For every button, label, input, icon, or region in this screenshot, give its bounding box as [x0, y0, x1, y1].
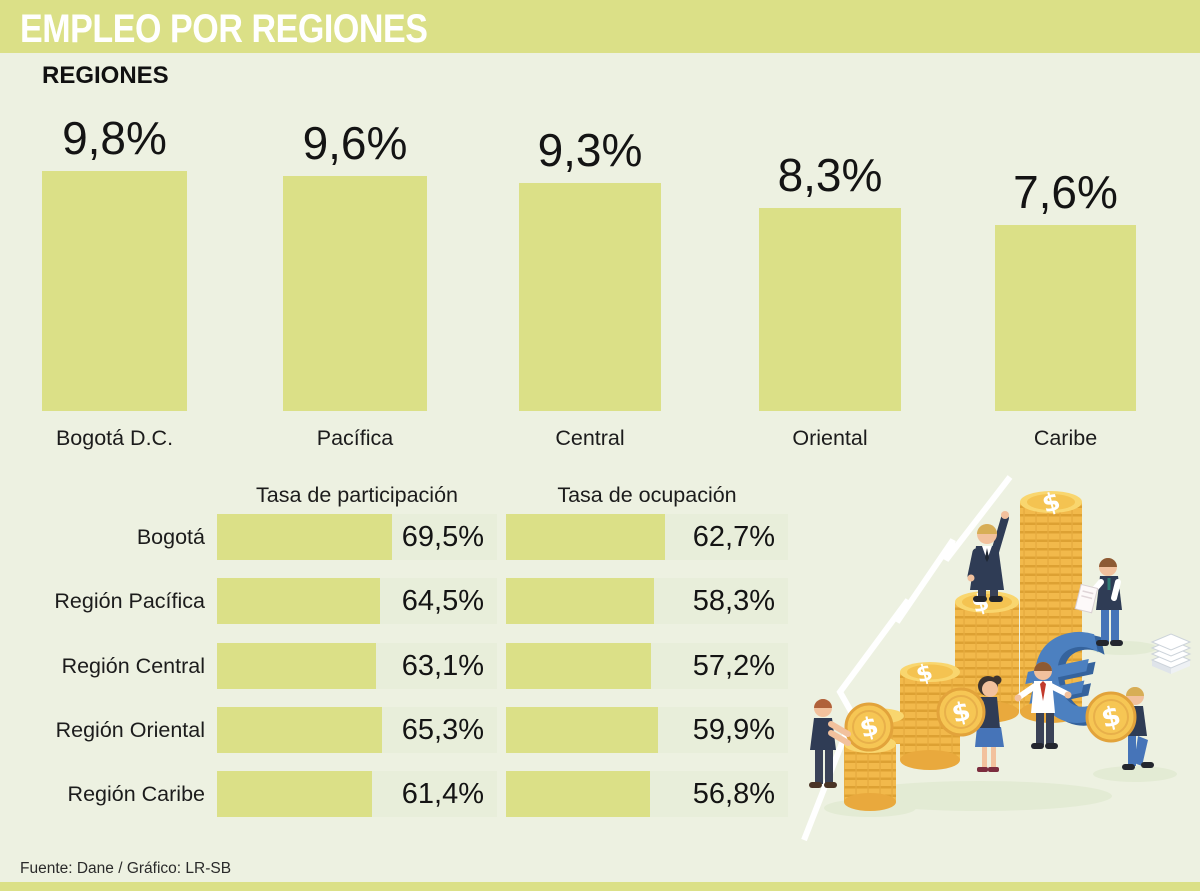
rate-bar: 56,8%: [506, 771, 788, 817]
bar: [759, 208, 901, 411]
page-title: EMPLEO POR REGIONES: [20, 7, 428, 51]
bar-value-label: 9,3%: [537, 124, 643, 176]
svg-text:$: $: [913, 659, 936, 688]
rate-bar-fill: [506, 771, 651, 817]
bar: [283, 176, 427, 411]
bar: [995, 225, 1136, 411]
rate-bar-fill: [217, 578, 380, 624]
rate-bar: 57,2%: [506, 643, 788, 689]
rate-value: 57,2%: [692, 650, 775, 682]
bar-category-label: Pacífica: [316, 426, 394, 450]
rate-bar-fill: [217, 514, 393, 560]
bar-value-label: 9,6%: [302, 117, 408, 169]
bar-category-label: Caribe: [1033, 426, 1098, 450]
header-bar: EMPLEO POR REGIONES: [0, 0, 1200, 53]
bar-category-label: Central: [555, 426, 625, 450]
bar-category-label: Bogotá D.C.: [55, 426, 174, 450]
rate-bar-fill: [217, 643, 376, 689]
woman-holding-coin-icon: $: [936, 675, 1004, 772]
bar: [519, 183, 661, 411]
coin-stack-tall-icon: $: [1020, 486, 1082, 723]
rate-bar: 59,9%: [506, 707, 788, 753]
footer-source: Fuente: Dane / Gráfico: LR-SB: [20, 860, 232, 877]
table-row-label: Región Caribe: [67, 782, 205, 806]
rate-bar: 58,3%: [506, 578, 788, 624]
rate-value: 61,4%: [401, 778, 484, 810]
rate-value: 58,3%: [692, 585, 775, 617]
footer-bar: [0, 882, 1200, 891]
businessman-raised-arm-icon: [967, 511, 1009, 602]
rate-bar-fill: [217, 707, 382, 753]
section-label: REGIONES: [42, 62, 169, 89]
rate-bar-fill: [506, 514, 666, 560]
rate-bar: 63,1%: [217, 643, 497, 689]
coin-stack-mini-icon: $: [844, 702, 904, 811]
rate-value: 69,5%: [401, 521, 484, 553]
table-row-label: Bogotá: [136, 525, 205, 549]
rate-bar-fill: [506, 707, 659, 753]
column-header-ocupacion: Tasa de ocupación: [557, 483, 737, 507]
man-placing-coin-icon: [809, 699, 851, 788]
column-header-participacion: Tasa de participación: [256, 483, 458, 507]
bar: [42, 171, 187, 411]
bar-value-label: 7,6%: [1013, 166, 1118, 218]
rate-value: 56,8%: [692, 778, 775, 810]
paper-stack-icon: [1150, 633, 1192, 674]
rate-bar: 62,7%: [506, 514, 788, 560]
rate-bar: 69,5%: [217, 514, 497, 560]
rate-bar-fill: [217, 771, 372, 817]
bar-value-label: 8,3%: [777, 149, 883, 201]
rate-bar-fill: [506, 643, 652, 689]
rate-bar: 65,3%: [217, 707, 497, 753]
rate-bar-fill: [506, 578, 654, 624]
rate-value: 65,3%: [401, 714, 484, 746]
rate-value: 62,7%: [692, 521, 775, 553]
rate-value: 63,1%: [401, 650, 484, 682]
table-row-label: Región Pacífica: [54, 589, 205, 613]
bar-value-label: 9,8%: [62, 112, 167, 164]
man-carrying-coin-icon: $: [1085, 687, 1154, 770]
svg-text:$: $: [968, 587, 992, 619]
rate-value: 59,9%: [692, 714, 775, 746]
man-red-tie-icon: [1014, 662, 1072, 749]
illustration-people-coin-stacks: $ € € $: [801, 475, 1192, 842]
rate-bar: 64,5%: [217, 578, 497, 624]
table-row-label: Región Oriental: [55, 718, 205, 742]
bar-category-label: Oriental: [792, 426, 868, 450]
table-row-label: Región Central: [61, 654, 205, 678]
man-clipboard-icon: [1074, 558, 1123, 646]
rate-value: 64,5%: [401, 585, 484, 617]
rate-bar: 61,4%: [217, 771, 497, 817]
